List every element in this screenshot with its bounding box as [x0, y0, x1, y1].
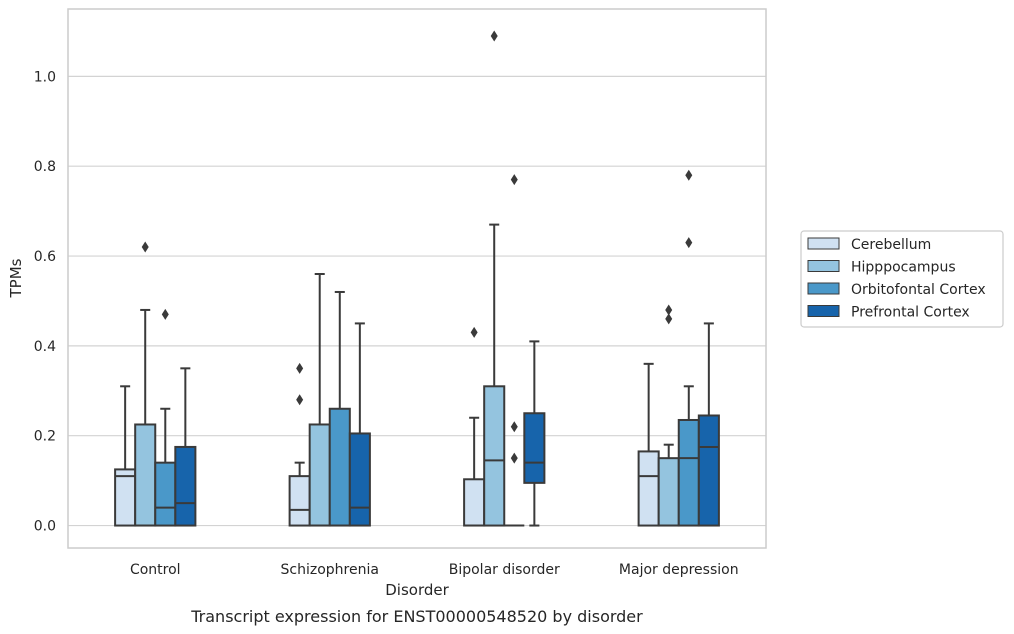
box-hipppocampus — [657, 304, 680, 527]
legend-frame — [800, 230, 1004, 328]
y-tick-label: 0.8 — [34, 159, 56, 175]
box-orbitofontal-cortex — [677, 169, 700, 527]
box-body — [348, 432, 371, 527]
box-hipppocampus — [134, 241, 157, 527]
outlier-point — [161, 308, 169, 320]
outlier-point — [510, 421, 518, 433]
box-orbitofontal-cortex — [154, 308, 177, 527]
box-prefrontal-cortex — [523, 340, 546, 527]
legend-item: Hipppocampus — [807, 260, 956, 276]
box-body — [134, 423, 157, 527]
y-tick-label: 0.2 — [34, 429, 56, 445]
legend-swatch — [807, 260, 840, 272]
y-axis-label: TPMs — [7, 258, 25, 298]
outlier-point — [296, 362, 304, 374]
box-body — [114, 468, 137, 527]
outlier-point — [470, 326, 478, 338]
box-body — [483, 385, 506, 527]
box-body — [657, 457, 680, 527]
x-axis: Control Schizophrenia Bipolar disorder Majo… — [130, 562, 739, 578]
plot-area — [114, 30, 720, 527]
y-tick-label: 1.0 — [34, 69, 56, 85]
box-cerebellum — [114, 385, 137, 527]
box-body — [523, 412, 546, 484]
outlier-point — [510, 452, 518, 464]
box-prefrontal-cortex — [174, 367, 197, 527]
box-body — [174, 445, 197, 527]
legend-swatch — [807, 237, 840, 250]
outlier-point — [141, 241, 149, 253]
box-body — [697, 414, 720, 527]
y-axis: 0.0 0.2 0.4 0.6 0.8 1.0 — [34, 69, 56, 534]
box-body — [328, 407, 351, 527]
outlier-point — [296, 394, 304, 406]
legend: Cerebellum Hipppocampus Orbitofontal Corte… — [800, 230, 1004, 328]
legend-swatch — [807, 305, 840, 317]
box-prefrontal-cortex — [697, 322, 720, 527]
outlier-point — [685, 169, 693, 181]
box-body — [637, 450, 660, 527]
box-body — [677, 418, 700, 527]
legend-item: Prefrontal Cortex — [807, 305, 970, 321]
outlier-point — [510, 174, 518, 186]
x-axis-label: Disorder — [385, 581, 449, 599]
legend-label: Cerebellum — [851, 237, 931, 253]
outlier-point — [665, 304, 673, 316]
legend-swatch — [807, 282, 840, 295]
legend-label: Prefrontal Cortex — [851, 305, 970, 321]
plot-frame — [67, 8, 767, 549]
outlier-point — [490, 30, 498, 42]
box-hipppocampus — [483, 30, 506, 527]
y-tick-label: 0.0 — [34, 519, 56, 535]
box-cerebellum — [637, 362, 660, 527]
box-body — [463, 478, 486, 527]
legend-label: Orbitofontal Cortex — [851, 282, 986, 298]
y-tick-label: 0.6 — [34, 249, 56, 265]
x-tick-label: Major depression — [619, 562, 739, 578]
legend-label: Hipppocampus — [851, 260, 956, 276]
box-prefrontal-cortex — [348, 322, 371, 527]
outlier-point — [665, 313, 673, 325]
box-hipppocampus — [308, 273, 331, 527]
box-orbitofontal-cortex — [328, 290, 351, 527]
box-body — [308, 423, 331, 527]
y-tick-label: 0.4 — [34, 339, 56, 355]
box-body — [154, 461, 177, 527]
x-tick-label: Control — [130, 562, 181, 578]
chart-caption: Transcript expression for ENST0000054852… — [190, 607, 643, 626]
x-tick-label: Bipolar disorder — [449, 562, 560, 578]
box-body — [288, 475, 311, 527]
box-cerebellum — [463, 326, 486, 527]
legend-item: Orbitofontal Cortex — [807, 282, 986, 298]
box-orbitofontal-cortex — [504, 174, 525, 527]
legend-item: Cerebellum — [807, 237, 931, 253]
outlier-point — [685, 237, 693, 249]
x-tick-label: Schizophrenia — [281, 562, 379, 578]
box-cerebellum — [288, 362, 311, 527]
